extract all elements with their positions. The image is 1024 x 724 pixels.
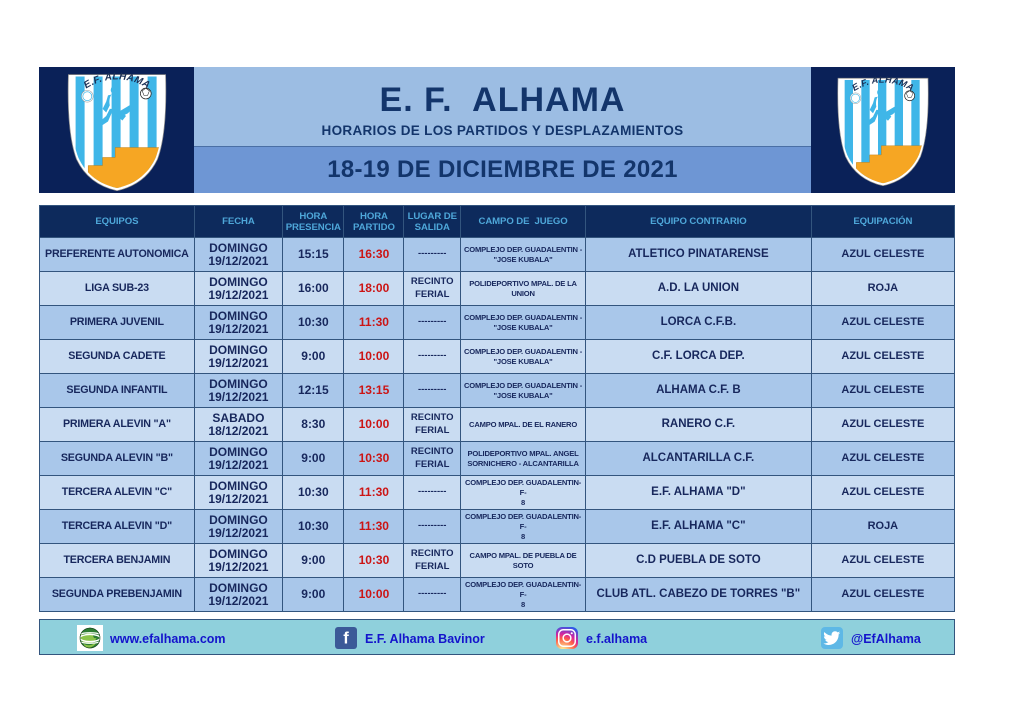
svg-text:f: f <box>343 630 349 648</box>
